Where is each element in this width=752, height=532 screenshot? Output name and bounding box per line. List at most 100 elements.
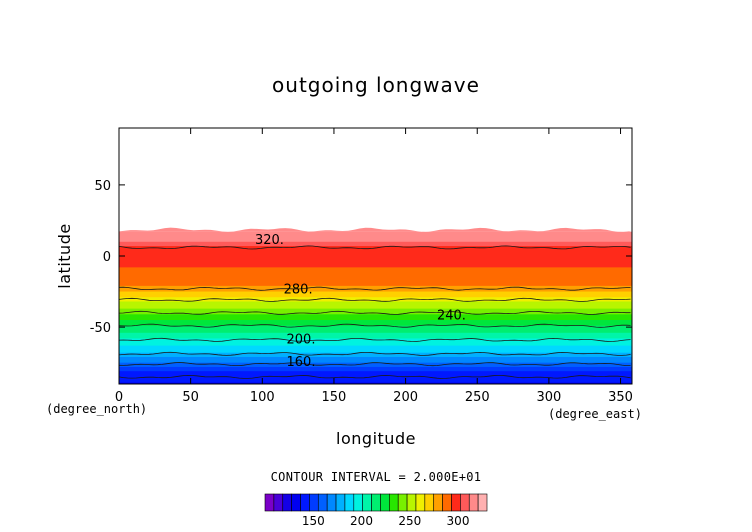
heatmap-band <box>119 354 632 357</box>
heatmap-band <box>119 345 632 348</box>
contour-line-240 <box>119 310 631 315</box>
colorbar-swatch <box>309 493 319 512</box>
heatmap-band <box>119 247 632 250</box>
heatmap-edge <box>119 227 632 232</box>
heatmap-band <box>119 298 632 301</box>
colorbar-swatch <box>397 493 408 512</box>
heatmap-band <box>119 325 632 328</box>
heatmap-band <box>119 371 632 374</box>
heatmap-band <box>119 341 632 344</box>
heatmap-band <box>119 358 632 361</box>
heatmap-band <box>119 250 632 253</box>
heatmap-band <box>119 278 632 281</box>
heatmap-band <box>119 290 632 293</box>
heatmap-band <box>119 381 632 384</box>
heatmap-band <box>119 260 632 263</box>
heatmap-band <box>119 362 632 365</box>
heatmap-band <box>119 284 632 287</box>
heatmap-band <box>119 265 632 268</box>
x-tick-label: 50 <box>182 390 199 405</box>
y-tick-label: 50 <box>94 179 111 194</box>
heatmap-band <box>119 312 632 315</box>
heatmap-band <box>119 254 632 257</box>
heatmap-fill <box>119 227 632 384</box>
x-tick-label: 350 <box>608 390 633 405</box>
colorbar-swatch <box>264 493 275 512</box>
heatmap-band <box>119 331 632 334</box>
heatmap-band <box>119 248 632 251</box>
contour-line-280 <box>119 286 631 291</box>
heatmap-band <box>119 335 632 338</box>
heatmap-band <box>119 352 632 355</box>
colorbar-tick-label: 250 <box>398 514 421 528</box>
colorbar-swatch <box>273 493 284 512</box>
heatmap-band <box>119 267 632 270</box>
colorbar-swatch <box>353 493 363 512</box>
y-tick-label: 0 <box>103 250 111 265</box>
heatmap-band <box>119 317 632 320</box>
heatmap-band <box>119 234 632 237</box>
heatmap-band <box>119 257 632 260</box>
contour-line-160 <box>119 362 631 367</box>
heatmap-band <box>119 348 632 351</box>
contour-label: 320. <box>255 233 284 248</box>
heatmap-band <box>119 280 632 283</box>
heatmap-band <box>119 300 632 303</box>
colorbar-swatch <box>460 493 470 512</box>
x-tick-label: 0 <box>115 390 123 405</box>
colorbar-swatch <box>344 493 355 512</box>
colorbar-swatch <box>291 493 301 512</box>
contour-labels: 320. 280. 240. 200. 160. <box>255 233 466 370</box>
heatmap-band <box>119 342 632 345</box>
colorbar <box>264 493 488 512</box>
heatmap-band <box>119 240 632 243</box>
heatmap-band <box>119 328 632 331</box>
heatmap-band <box>119 382 632 384</box>
heatmap-band <box>119 374 632 377</box>
x-unit: (degree_east) <box>548 407 642 421</box>
heatmap-band <box>119 251 632 254</box>
heatmap-band <box>119 320 632 323</box>
heatmap-band <box>119 347 632 350</box>
heatmap-band <box>119 334 632 337</box>
heatmap-band <box>119 283 632 286</box>
heatmap-band <box>119 364 632 367</box>
heatmap-band <box>119 322 632 325</box>
heatmap-band <box>119 324 632 327</box>
contour-line-300 <box>119 245 631 250</box>
colorbar-swatch <box>300 493 310 512</box>
colorbar-swatch <box>389 493 399 512</box>
heatmap-band <box>119 311 632 314</box>
heatmap-band <box>119 287 632 290</box>
heatmap-band <box>119 275 632 278</box>
heatmap-band <box>119 318 632 321</box>
heatmap-band <box>119 329 632 332</box>
heatmap-band <box>119 264 632 267</box>
colorbar-swatch <box>317 493 328 512</box>
heatmap-band <box>119 344 632 347</box>
heatmap-band <box>119 243 632 246</box>
contour-label: 160. <box>287 355 316 370</box>
contour-line-260 <box>119 297 631 302</box>
heatmap-band <box>119 244 632 247</box>
heatmap-band <box>119 271 632 274</box>
heatmap-band <box>119 304 632 307</box>
contour-label: 200. <box>287 332 316 347</box>
heatmap-band <box>119 253 632 256</box>
heatmap-band <box>119 366 632 369</box>
heatmap-band <box>119 273 632 276</box>
heatmap-band <box>119 307 632 310</box>
heatmap-band <box>119 379 632 382</box>
heatmap-band <box>119 231 632 234</box>
colorbar-swatch <box>442 493 452 512</box>
heatmap-band <box>119 263 632 266</box>
colorbar-swatch <box>282 493 292 512</box>
colorbar-swatch <box>451 493 461 512</box>
heatmap-band <box>119 332 632 335</box>
heatmap-band <box>119 297 632 300</box>
heatmap-band <box>119 295 632 298</box>
heatmap-band <box>119 349 632 352</box>
heatmap-band <box>119 315 632 318</box>
contour-line-140 <box>119 374 631 379</box>
